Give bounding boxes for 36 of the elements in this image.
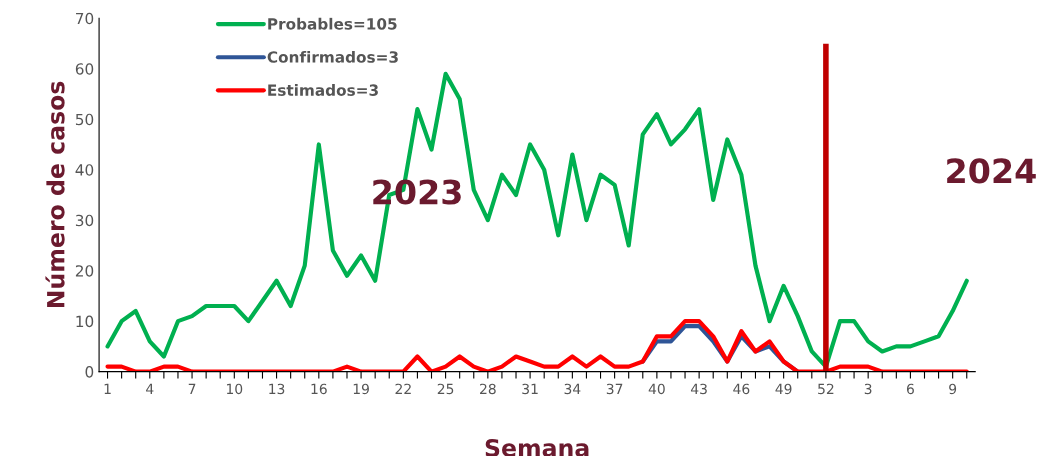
y-axis-title: Número de casos <box>45 81 65 308</box>
x-tick-label: 9 <box>949 383 957 395</box>
x-tick-label: 6 <box>906 383 914 395</box>
x-tick-label: 40 <box>648 383 665 395</box>
x-tick-label: 19 <box>353 383 369 395</box>
x-tick-label: 4 <box>146 383 154 394</box>
x-tick-label: 37 <box>606 383 623 395</box>
legend-label: Probables=105 <box>268 17 397 30</box>
x-axis-title: Semana <box>485 438 589 456</box>
legend-label: Estimados=3 <box>268 84 378 96</box>
y-tick-label: 70 <box>76 12 94 25</box>
x-tick-label: 16 <box>311 383 327 395</box>
y-tick-label: 50 <box>75 113 94 126</box>
x-tick-label: 46 <box>733 383 750 395</box>
x-tick-label: 28 <box>480 383 496 395</box>
x-tick-label: 34 <box>564 383 581 395</box>
x-tick-label: 31 <box>522 383 538 395</box>
x-tick-label: 25 <box>437 383 454 395</box>
x-tick-label: 52 <box>818 383 834 395</box>
legend-label: Confirmados=3 <box>267 50 398 63</box>
y-tick-label: 30 <box>75 214 94 227</box>
line-series <box>105 319 969 372</box>
x-tick-label: 43 <box>690 383 707 395</box>
y-tick-label: 60 <box>75 63 94 75</box>
x-tick-label: 1 <box>104 383 111 394</box>
y-tick-label: 20 <box>75 265 94 277</box>
annotation: 2024 <box>947 158 1036 184</box>
y-tick-label: 0 <box>85 366 94 378</box>
x-tick-label: 49 <box>775 383 792 395</box>
y-tick-label: 40 <box>75 164 94 176</box>
x-tick-label: 13 <box>269 383 285 395</box>
y-tick-label: 10 <box>76 315 94 328</box>
x-tick-label: 7 <box>188 383 196 394</box>
x-tick-label: 3 <box>864 383 872 395</box>
x-tick-label: 22 <box>395 383 411 394</box>
x-tick-label: 10 <box>226 383 243 395</box>
